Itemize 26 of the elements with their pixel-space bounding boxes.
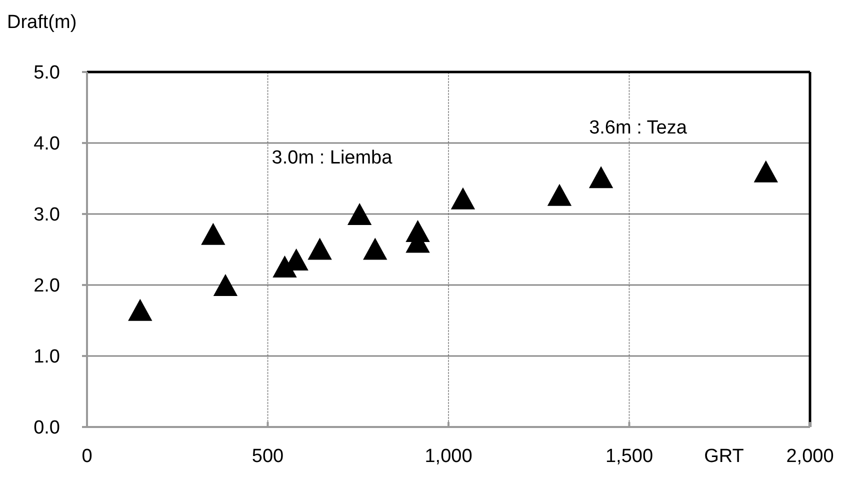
point xyxy=(547,184,572,206)
point xyxy=(213,274,238,296)
x-tick-label: 1,000 xyxy=(424,446,472,467)
point xyxy=(588,166,614,188)
y-tick-label: 4.0 xyxy=(34,134,60,155)
y-tick-label: 5.0 xyxy=(34,62,60,84)
annotation: 3.0m : Liemba xyxy=(272,148,393,169)
y-axis-title: Draft(m) xyxy=(7,12,77,33)
y-tick-label: 0.0 xyxy=(34,418,60,439)
point xyxy=(406,220,430,242)
point xyxy=(128,298,152,321)
point xyxy=(347,203,372,225)
annotation: 3.6m : Teza xyxy=(589,118,688,139)
point xyxy=(201,222,226,245)
point xyxy=(363,238,388,260)
y-tick-label: 1.0 xyxy=(34,346,60,368)
x-tick-label: 0 xyxy=(82,446,92,467)
point xyxy=(308,238,332,260)
point xyxy=(754,160,778,182)
x-tick-label: 1,500 xyxy=(605,446,654,467)
y-tick-label: 2.0 xyxy=(34,276,60,297)
x-axis-title: GRT xyxy=(704,446,744,467)
x-tick-label: 2,000 xyxy=(786,446,834,467)
y-tick-label: 3.0 xyxy=(34,204,60,226)
point xyxy=(450,187,476,210)
x-tick-label: 500 xyxy=(252,446,284,467)
